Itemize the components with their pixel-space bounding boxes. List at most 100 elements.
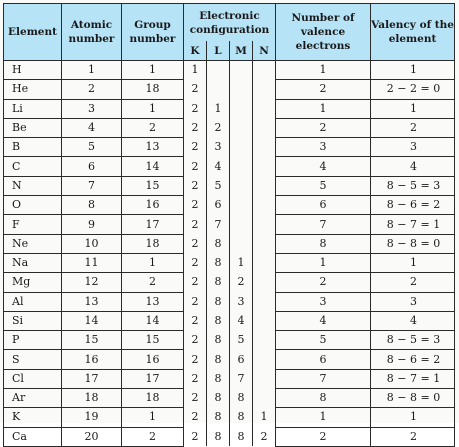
cell-valency: 8 − 5 = 3 (370, 175, 456, 197)
table-row: Mg 12 2 2 8 2 2 2 (3, 272, 456, 293)
cell-shell-m (229, 234, 253, 254)
cell-valence-electrons: 4 (275, 156, 372, 177)
cell-valence-electrons: 1 (275, 98, 372, 119)
cell-shell-k: 2 (183, 214, 207, 235)
header-electronic-configuration: Electronic configuration (182, 3, 277, 41)
cell-atomic-number: 9 (61, 214, 122, 235)
cell-atomic-number: 20 (61, 426, 122, 447)
cell-shell-m: 6 (229, 349, 253, 370)
cell-shell-l: 8 (206, 330, 230, 350)
cell-shell-k: 2 (183, 79, 207, 100)
cell-shell-m (229, 176, 253, 196)
cell-atomic-number: 14 (61, 310, 122, 332)
cell-shell-n (251, 292, 277, 312)
table-row: S 16 16 2 8 6 6 8 − 6 = 2 (3, 349, 456, 370)
cell-valence-electrons: 7 (275, 214, 372, 235)
cell-shell-m: 5 (229, 330, 253, 350)
cell-shell-k: 2 (183, 118, 207, 138)
cell-shell-l: 6 (206, 195, 230, 215)
cell-atomic-number: 19 (61, 407, 122, 428)
cell-valency: 1 (370, 98, 456, 119)
table-row: Na 11 1 2 8 1 1 1 (3, 252, 456, 274)
cell-valency: 4 (370, 310, 456, 332)
cell-valence-electrons: 7 (275, 368, 372, 390)
cell-valency: 3 (370, 137, 456, 158)
cell-group-number: 16 (121, 349, 184, 370)
cell-shell-n (251, 311, 277, 331)
table-row: He 2 18 2 2 2 − 2 = 0 (3, 79, 456, 100)
cell-atomic-number: 11 (61, 252, 122, 274)
cell-element: Si (3, 310, 62, 332)
table-body: H 1 1 1 1 1 He 2 18 2 2 2 − 2 = 0 Li 3 1 2 1 1 1 Be 4 2 2 2 2 2 B 5… (3, 59, 456, 447)
cell-shell-k: 2 (183, 330, 207, 350)
cell-element: H (3, 59, 62, 81)
cell-shell-n (251, 234, 277, 254)
header-shell-n: N (251, 41, 277, 61)
cell-shell-m (229, 137, 253, 157)
cell-atomic-number: 15 (61, 330, 122, 351)
cell-shell-n (251, 214, 277, 235)
cell-element: F (3, 214, 62, 235)
cell-shell-l: 3 (206, 137, 230, 157)
cell-element: K (3, 407, 62, 428)
cell-shell-m (229, 156, 253, 177)
cell-group-number: 1 (121, 59, 184, 81)
cell-element: Li (3, 98, 62, 119)
table-row: B 5 13 2 3 3 3 (3, 137, 456, 158)
table-row: P 15 15 2 8 5 5 8 − 5 = 3 (3, 330, 456, 351)
cell-atomic-number: 13 (61, 291, 122, 312)
cell-shell-k: 2 (183, 369, 207, 389)
cell-shell-k: 2 (183, 292, 207, 312)
cell-shell-n (251, 60, 277, 80)
cell-shell-k: 2 (183, 407, 207, 428)
cell-atomic-number: 5 (61, 137, 122, 158)
cell-valence-electrons: 2 (275, 272, 372, 293)
cell-shell-k: 2 (183, 349, 207, 370)
table-row: Cl 17 17 2 8 7 7 8 − 7 = 1 (3, 368, 456, 390)
cell-element: Ar (3, 388, 62, 409)
cell-shell-l: 2 (206, 118, 230, 138)
cell-shell-n (251, 176, 277, 196)
cell-shell-l: 8 (206, 427, 230, 447)
cell-shell-k: 2 (183, 99, 207, 119)
cell-shell-k: 2 (183, 427, 207, 447)
table-row: K 19 1 2 8 8 1 1 1 (3, 407, 456, 428)
cell-atomic-number: 7 (61, 175, 122, 197)
cell-valence-electrons: 8 (275, 388, 372, 409)
cell-group-number: 17 (121, 214, 184, 235)
header-group-number: Group number (121, 3, 184, 61)
cell-atomic-number: 3 (61, 98, 122, 119)
cell-valency: 2 − 2 = 0 (370, 79, 456, 100)
cell-shell-n (251, 330, 277, 350)
table-row: N 7 15 2 5 5 8 − 5 = 3 (3, 175, 456, 197)
cell-element: N (3, 175, 62, 197)
table-row: Be 4 2 2 2 2 2 (3, 117, 456, 139)
cell-valence-electrons: 2 (275, 117, 372, 139)
cell-shell-k: 2 (183, 311, 207, 331)
header-shell-k: K (183, 41, 207, 61)
cell-valence-electrons: 2 (275, 79, 372, 100)
cell-shell-k: 2 (183, 176, 207, 196)
cell-valence-electrons: 3 (275, 291, 372, 312)
cell-shell-m (229, 214, 253, 235)
cell-shell-n (251, 272, 277, 293)
header-valence-electrons: Number of valence electrons (275, 3, 372, 61)
cell-shell-k: 2 (183, 253, 207, 273)
cell-valency: 1 (370, 59, 456, 81)
cell-shell-k: 2 (183, 195, 207, 215)
table-row: Ca 20 2 2 8 8 2 2 2 (3, 426, 456, 447)
cell-shell-m (229, 79, 253, 100)
cell-shell-n (251, 253, 277, 273)
cell-shell-n: 1 (251, 407, 277, 428)
cell-group-number: 2 (121, 426, 184, 447)
cell-shell-l: 8 (206, 349, 230, 370)
cell-valency: 2 (370, 272, 456, 293)
cell-shell-m (229, 118, 253, 138)
cell-atomic-number: 8 (61, 195, 122, 216)
cell-shell-k: 2 (183, 388, 207, 408)
cell-valency: 3 (370, 291, 456, 312)
cell-atomic-number: 17 (61, 368, 122, 390)
cell-group-number: 14 (121, 156, 184, 177)
cell-group-number: 14 (121, 310, 184, 332)
cell-group-number: 15 (121, 330, 184, 351)
